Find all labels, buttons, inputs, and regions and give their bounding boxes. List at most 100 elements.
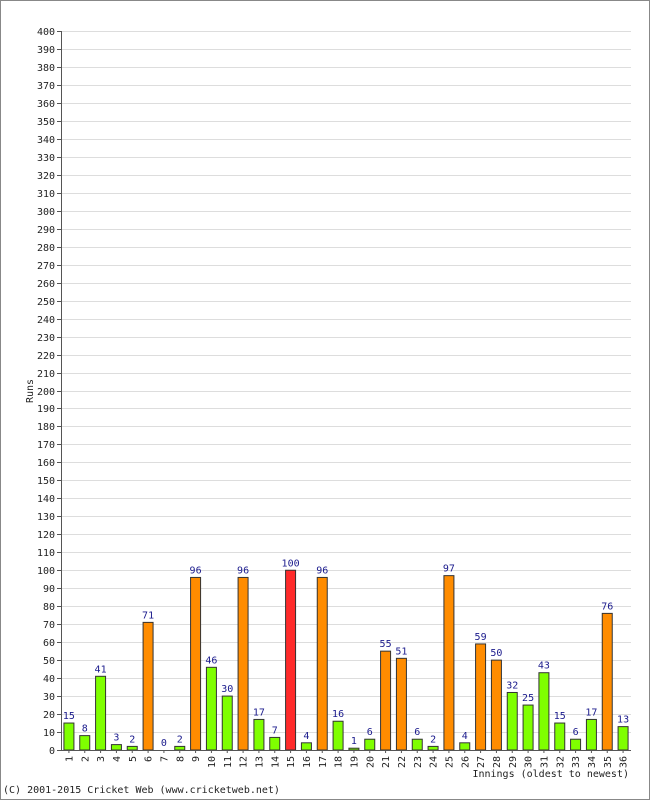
bar-innings-35 <box>601 612 613 751</box>
y-tick-label: 150 <box>37 476 55 487</box>
bar-innings-10 <box>205 666 217 751</box>
bar-innings-5 <box>126 745 138 751</box>
bar-innings-25 <box>443 575 455 751</box>
grid-lines <box>61 31 631 733</box>
bar-innings-1 <box>63 722 75 751</box>
data-label-innings-16: 4 <box>303 731 309 742</box>
data-label-innings-36: 13 <box>617 715 629 726</box>
bar-innings-18 <box>332 720 344 751</box>
data-label-innings-1: 15 <box>63 711 75 722</box>
data-label-innings-17: 96 <box>316 565 328 576</box>
y-tick-label: 80 <box>43 602 55 613</box>
x-tick-label: 3 <box>96 756 107 762</box>
data-label-innings-19: 1 <box>351 736 357 747</box>
x-tick-label: 1 <box>64 756 75 762</box>
x-tick-label: 33 <box>571 756 582 768</box>
data-label-innings-24: 2 <box>430 734 436 745</box>
data-label-innings-23: 6 <box>414 727 420 738</box>
x-axis-title: Innings (oldest to newest) <box>472 769 629 780</box>
data-label-innings-3: 41 <box>95 664 107 675</box>
y-tick-label: 50 <box>43 656 55 667</box>
bar-innings-22 <box>395 657 407 751</box>
bar-innings-14 <box>269 736 281 751</box>
x-tick-label: 27 <box>476 756 487 768</box>
data-label-innings-27: 59 <box>475 632 487 643</box>
x-tick-label: 36 <box>619 756 630 768</box>
data-label-innings-25: 97 <box>443 564 455 575</box>
x-tick-label: 17 <box>318 756 329 768</box>
bar-innings-29 <box>506 691 518 751</box>
bar-innings-17 <box>316 576 328 751</box>
data-label-innings-20: 6 <box>367 727 373 738</box>
y-tick-label: 220 <box>37 351 55 362</box>
x-tick-label: 28 <box>492 756 503 768</box>
data-label-innings-30: 25 <box>522 693 534 704</box>
bar-innings-13 <box>253 718 265 751</box>
bar-innings-32 <box>554 722 566 751</box>
x-tick-label: 9 <box>191 756 202 762</box>
x-tick-label: 23 <box>413 756 424 768</box>
data-label-innings-18: 16 <box>332 709 344 720</box>
x-tick-label: 13 <box>254 756 265 768</box>
y-tick-label: 320 <box>37 171 55 182</box>
bar-innings-36 <box>617 726 629 751</box>
y-tick-label: 90 <box>43 584 55 595</box>
data-label-innings-34: 17 <box>585 707 597 718</box>
y-tick-label: 20 <box>43 710 55 721</box>
y-tick-label: 100 <box>37 566 55 577</box>
y-tick-label: 130 <box>37 512 55 523</box>
x-tick-label: 15 <box>286 756 297 768</box>
y-tick-label: 110 <box>37 548 55 559</box>
data-label-innings-28: 50 <box>490 648 502 659</box>
data-label-innings-6: 71 <box>142 610 154 621</box>
x-tick-label: 35 <box>603 756 614 768</box>
x-tick-label: 24 <box>429 756 440 768</box>
y-tick-label: 350 <box>37 117 55 128</box>
footer-credit: (C) 2001-2015 Cricket Web (www.cricketwe… <box>3 785 280 796</box>
x-tick-label: 5 <box>128 756 139 762</box>
bar-innings-19 <box>348 747 360 751</box>
x-tick-label: 34 <box>587 756 598 768</box>
x-tick-label: 16 <box>302 756 313 768</box>
x-tick-label: 19 <box>349 756 360 768</box>
data-label-innings-33: 6 <box>573 727 579 738</box>
bar-innings-9 <box>190 576 202 751</box>
bar-innings-12 <box>237 576 249 751</box>
data-label-innings-12: 96 <box>237 565 249 576</box>
x-axis-ticks: 1 2 3 4 5 6 7 8 9 10 11 12 13 14 15 16 17 18 19 20 21 22 23 24 2… <box>64 750 630 768</box>
x-tick-label: 22 <box>397 756 408 768</box>
y-axis-ticks: 0 10 20 30 40 50 60 70 80 90 100 110 120 130 140 150 160… <box>37 27 61 757</box>
x-tick-label: 21 <box>381 756 392 768</box>
bar-innings-33 <box>570 738 582 751</box>
data-label-innings-14: 7 <box>272 725 278 736</box>
bars <box>63 569 629 751</box>
y-tick-label: 190 <box>37 404 55 415</box>
data-label-innings-2: 8 <box>82 724 88 735</box>
y-tick-label: 380 <box>37 63 55 74</box>
data-label-innings-9: 96 <box>190 565 202 576</box>
data-label-innings-10: 46 <box>205 655 217 666</box>
y-tick-label: 310 <box>37 189 55 200</box>
data-label-innings-29: 32 <box>506 680 518 691</box>
bar-innings-24 <box>427 745 439 751</box>
data-label-innings-35: 76 <box>601 601 613 612</box>
x-tick-label: 11 <box>223 756 234 768</box>
x-tick-label: 6 <box>144 756 155 762</box>
bar-innings-34 <box>585 718 597 751</box>
x-tick-label: 8 <box>175 756 186 762</box>
data-label-innings-8: 2 <box>177 734 183 745</box>
x-tick-label: 29 <box>508 756 519 768</box>
x-tick-label: 10 <box>207 756 218 768</box>
bar-innings-16 <box>300 742 312 751</box>
data-label-innings-11: 30 <box>221 684 233 695</box>
bar-innings-2 <box>79 735 91 751</box>
y-tick-label: 10 <box>43 728 55 739</box>
x-tick-label: 25 <box>444 756 455 768</box>
x-tick-label: 4 <box>112 756 123 762</box>
data-label-innings-5: 2 <box>129 734 135 745</box>
y-tick-label: 170 <box>37 440 55 451</box>
data-label-innings-7: 0 <box>161 738 167 749</box>
bar-innings-20 <box>364 738 376 751</box>
data-label-innings-13: 17 <box>253 707 265 718</box>
